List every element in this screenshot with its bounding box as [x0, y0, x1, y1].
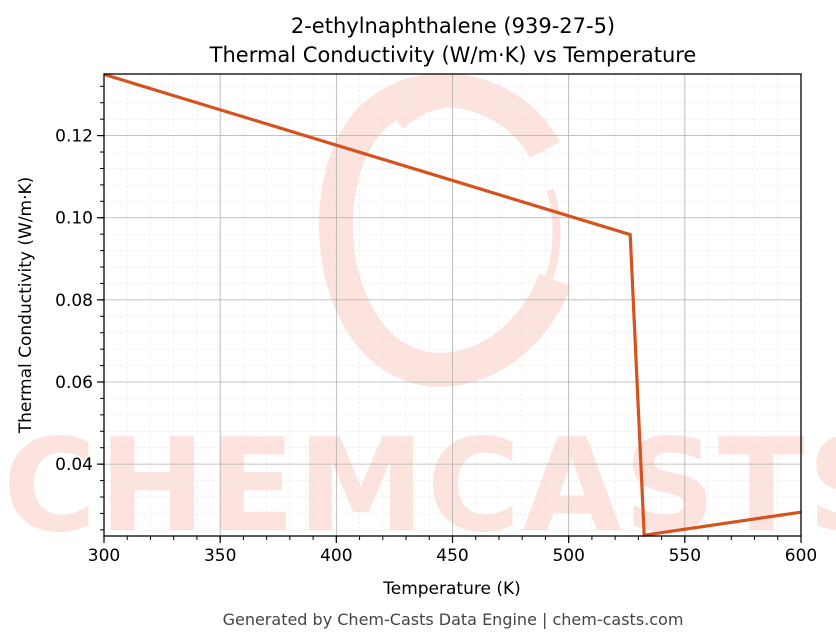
- series-line: [103, 72, 802, 538]
- footer-credit: Generated by Chem-Casts Data Engine | ch…: [223, 610, 684, 629]
- y-tick-label: 0.12: [55, 127, 93, 147]
- x-tick-label: 600: [785, 546, 817, 566]
- chart-subtitle: Thermal Conductivity (W/m·K) vs Temperat…: [209, 43, 697, 67]
- y-axis: 0.04 0.06 0.08 0.10 0.12: [55, 85, 104, 531]
- y-tick-label: 0.06: [55, 373, 93, 393]
- x-axis-label: Temperature (K): [382, 579, 521, 599]
- y-tick-label: 0.10: [55, 209, 93, 229]
- y-tick-label: 0.08: [55, 291, 93, 311]
- x-tick-label: 400: [320, 546, 352, 566]
- x-tick-label: 500: [552, 546, 584, 566]
- x-tick-label: 350: [204, 546, 236, 566]
- chart-title: 2-ethylnaphthalene (939-27-5): [291, 14, 615, 38]
- y-axis-label: Thermal Conductivity (W/m·K): [16, 177, 36, 435]
- x-tick-label: 450: [436, 546, 468, 566]
- x-axis: 300 350 400 450 500 550 600: [88, 536, 817, 566]
- watermark-swirl: [318, 73, 571, 387]
- series-layer: [103, 72, 802, 538]
- x-tick-label: 550: [669, 546, 701, 566]
- x-tick-label: 300: [88, 546, 120, 566]
- y-tick-label: 0.04: [55, 455, 93, 475]
- watermark: CHEMCASTS: [3, 73, 836, 561]
